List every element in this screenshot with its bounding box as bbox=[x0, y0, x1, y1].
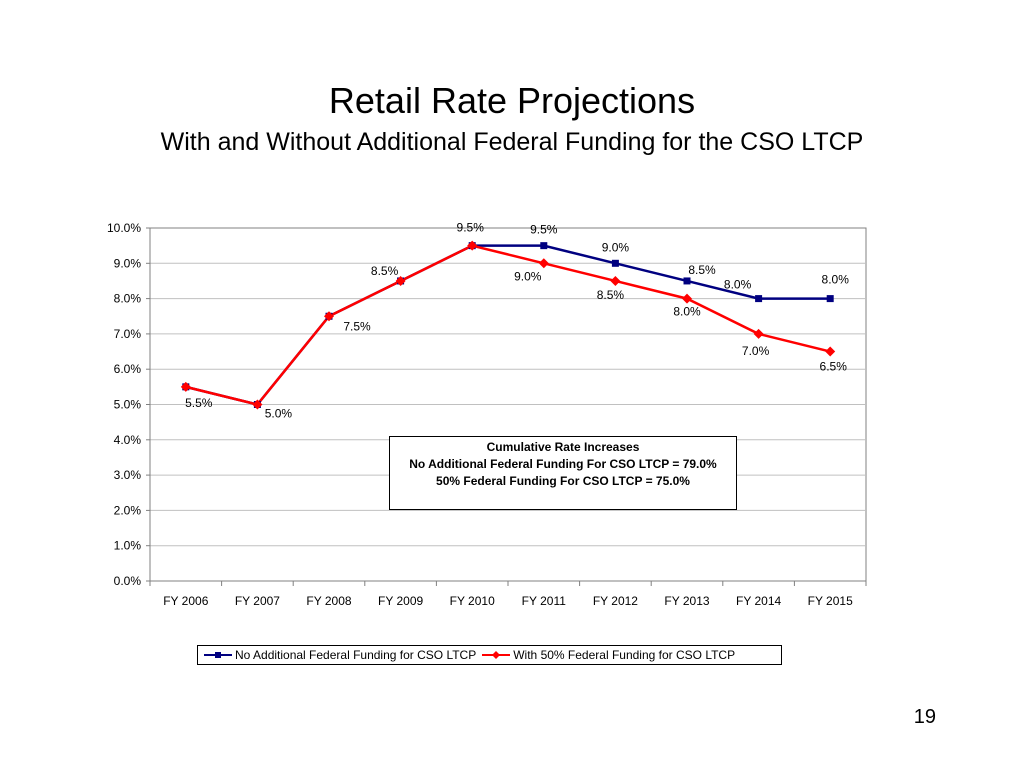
x-tick-label: FY 2006 bbox=[163, 594, 208, 608]
legend-item-no-funding: No Additional Federal Funding for CSO LT… bbox=[204, 648, 476, 662]
data-label: 8.5% bbox=[597, 288, 625, 302]
y-tick-label: 9.0% bbox=[114, 256, 142, 270]
data-label: 8.5% bbox=[371, 264, 399, 278]
y-tick-label: 1.0% bbox=[114, 539, 142, 553]
slide-subtitle: With and Without Additional Federal Fund… bbox=[160, 128, 864, 156]
data-point-square bbox=[826, 295, 834, 303]
x-tick-label: FY 2007 bbox=[235, 594, 280, 608]
data-point-diamond bbox=[610, 275, 621, 286]
y-tick-label: 5.0% bbox=[114, 398, 142, 412]
x-tick-label: FY 2014 bbox=[736, 594, 781, 608]
legend-label-no-funding: No Additional Federal Funding for CSO LT… bbox=[235, 648, 477, 662]
series-line-1 bbox=[185, 244, 831, 406]
y-tick-label: 7.0% bbox=[114, 327, 142, 341]
note-line-heading: Cumulative Rate Increases bbox=[486, 440, 640, 454]
x-tick-label: FY 2013 bbox=[664, 594, 709, 608]
x-tick-label: FY 2008 bbox=[306, 594, 351, 608]
data-label: 5.0% bbox=[265, 407, 293, 421]
data-point-diamond bbox=[395, 275, 406, 286]
legend-item-with-funding: With 50% Federal Funding for CSO LTCP bbox=[482, 648, 735, 662]
y-tick-label: 3.0% bbox=[114, 468, 142, 482]
x-tick-label: FY 2009 bbox=[378, 594, 423, 608]
y-tick-label: 10.0% bbox=[107, 221, 141, 235]
x-tick-label: FY 2012 bbox=[593, 594, 638, 608]
data-label: 9.5% bbox=[530, 223, 558, 237]
x-tick-label: FY 2011 bbox=[522, 594, 567, 608]
note-line-with-funding: 50% Federal Funding For CSO LTCP = 75.0% bbox=[436, 474, 690, 488]
x-tick-label: FY 2015 bbox=[808, 594, 853, 608]
note-line-no-funding: No Additional Federal Funding For CSO LT… bbox=[409, 457, 717, 471]
data-point-diamond bbox=[467, 240, 478, 251]
data-label: 8.0% bbox=[822, 273, 850, 287]
legend-swatch-square-icon bbox=[204, 652, 232, 658]
data-point-square bbox=[540, 242, 548, 250]
data-label: 7.0% bbox=[742, 344, 770, 358]
data-point-diamond bbox=[252, 399, 263, 410]
data-point-diamond bbox=[682, 293, 692, 304]
data-point-square bbox=[755, 295, 763, 303]
line-chart: 0.0% 1.0% 2.0% 3.0% 4.0% 5.0% 6.0% 7.0% 8.0% 9.0%… bbox=[107, 221, 867, 608]
y-tick-label: 2.0% bbox=[114, 503, 142, 517]
data-label: 8.0% bbox=[724, 278, 752, 292]
data-point-diamond bbox=[324, 311, 334, 322]
slide-number: 19 bbox=[913, 706, 936, 728]
data-point-diamond bbox=[825, 346, 836, 357]
data-label: 9.5% bbox=[457, 221, 485, 235]
data-label: 8.0% bbox=[673, 305, 701, 319]
y-tick-label: 6.0% bbox=[114, 362, 142, 376]
data-label: 7.5% bbox=[343, 319, 371, 333]
legend-swatch-diamond-icon bbox=[482, 651, 511, 659]
chart-legend: No Additional Federal Funding for CSO LT… bbox=[197, 645, 782, 665]
data-label: 5.5% bbox=[185, 396, 213, 410]
data-label: 9.0% bbox=[514, 269, 542, 283]
x-tick-label: FY 2010 bbox=[450, 594, 495, 608]
data-label: 8.5% bbox=[688, 263, 716, 277]
legend-label-with-funding: With 50% Federal Funding for CSO LTCP bbox=[513, 648, 736, 662]
data-point-diamond bbox=[538, 258, 549, 269]
y-tick-label: 0.0% bbox=[114, 574, 142, 588]
data-point-diamond bbox=[180, 381, 191, 392]
slide-title: Retail Rate Projections bbox=[328, 80, 696, 121]
y-tick-label: 4.0% bbox=[114, 433, 142, 447]
data-point-diamond bbox=[753, 328, 764, 339]
y-tick-label: 8.0% bbox=[114, 292, 142, 306]
cumulative-rate-note: Cumulative Rate Increases No Additional … bbox=[389, 436, 737, 510]
data-point-square bbox=[611, 259, 619, 267]
data-label: 9.0% bbox=[602, 240, 630, 254]
data-label: 6.5% bbox=[820, 360, 848, 374]
data-point-square bbox=[683, 277, 691, 285]
